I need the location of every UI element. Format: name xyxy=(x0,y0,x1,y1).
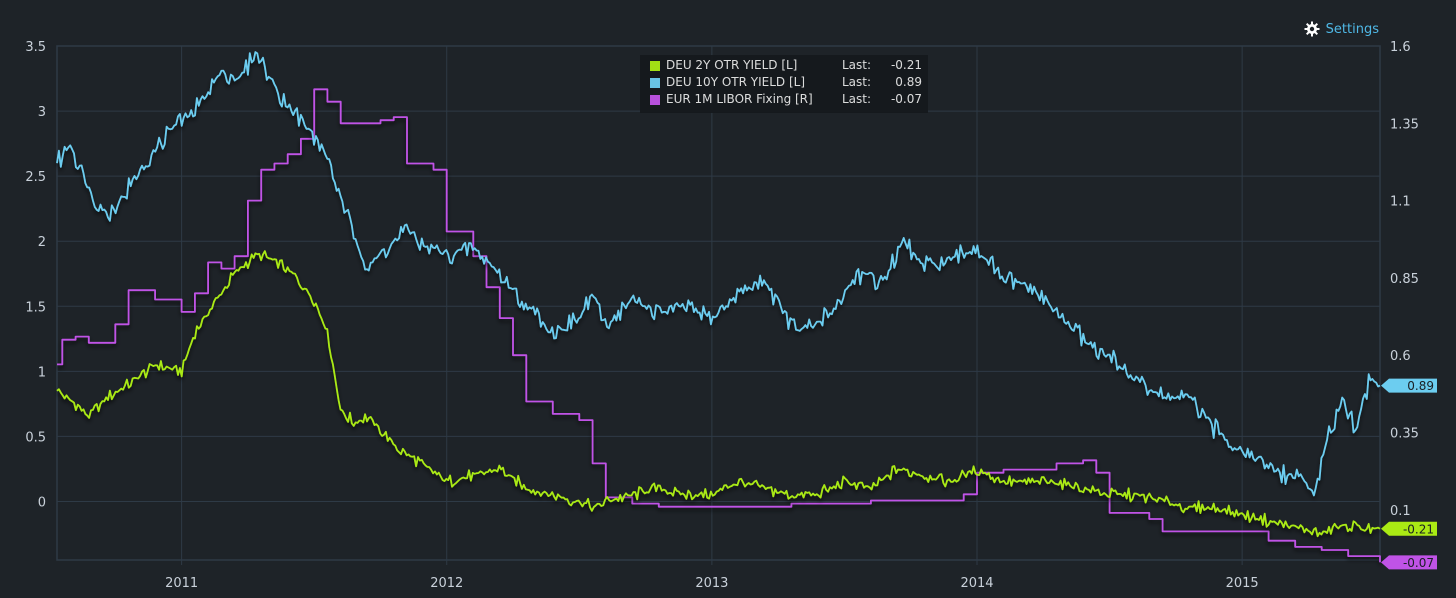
y-left-tick-label: 3.5 xyxy=(25,40,46,55)
legend-swatch xyxy=(650,78,660,88)
legend-series-name: DEU 2Y OTR YIELD [L] xyxy=(666,58,798,72)
y-left-tick-label: 1.5 xyxy=(25,300,46,315)
legend-swatch xyxy=(650,95,660,105)
y-right-tick-label: 1.35 xyxy=(1390,117,1419,132)
x-tick-label: 2011 xyxy=(165,576,198,591)
gear-icon xyxy=(1304,21,1320,37)
x-tick-label: 2015 xyxy=(1226,576,1259,591)
series-lines xyxy=(56,51,1381,563)
series-line-2 xyxy=(57,88,1381,563)
y-left-tick-label: 2 xyxy=(38,235,46,250)
legend-last-value: -0.21 xyxy=(890,58,922,72)
settings-label: Settings xyxy=(1325,21,1379,37)
y-right-tick-label: 1.6 xyxy=(1390,40,1411,55)
x-tick-label: 2014 xyxy=(960,576,993,591)
axes: 3.5 3 2.5 2 1.5 1 0.5 0 1.6 1.35 1.1 0.85 0.6 0.35 0.1… xyxy=(25,40,1419,591)
plot-area xyxy=(57,46,1380,560)
x-tick-label: 2012 xyxy=(430,576,463,591)
legend-last-value: -0.07 xyxy=(890,92,922,106)
y-right-tick-label: 0.1 xyxy=(1390,504,1411,519)
legend-last-value: 0.89 xyxy=(895,75,922,89)
legend-last-label: Last: xyxy=(842,92,872,106)
series-line-0 xyxy=(56,250,1381,538)
y-left-tick-label: 3 xyxy=(38,105,46,120)
gridlines xyxy=(56,45,1381,565)
end-label-text: -0.07 xyxy=(1403,556,1434,570)
legend-swatch xyxy=(650,61,660,71)
end-label-text: 0.89 xyxy=(1407,379,1434,393)
legend-series-name: EUR 1M LIBOR Fixing [R] xyxy=(666,92,813,106)
legend-last-label: Last: xyxy=(842,75,872,89)
x-tick-label: 2013 xyxy=(695,576,728,591)
end-label-flag xyxy=(1381,521,1437,536)
series-line-1 xyxy=(56,51,1381,497)
settings-button[interactable]: Settings xyxy=(1304,21,1379,37)
y-left-tick-label: 0 xyxy=(38,495,46,510)
y-right-tick-label: 0.6 xyxy=(1390,349,1411,364)
y-left-tick-label: 1 xyxy=(38,365,46,380)
legend-last-label: Last: xyxy=(842,58,872,72)
y-right-tick-label: 0.35 xyxy=(1390,426,1419,441)
y-left-tick-label: 0.5 xyxy=(25,430,46,445)
end-labels: 0.89 -0.21 -0.07 xyxy=(1381,378,1437,570)
legend-series-name: DEU 10Y OTR YIELD [L] xyxy=(666,75,806,89)
y-right-tick-label: 1.1 xyxy=(1390,195,1411,210)
y-left-tick-label: 2.5 xyxy=(25,170,46,185)
end-label-flag xyxy=(1381,555,1437,570)
end-label-text: -0.21 xyxy=(1403,522,1434,536)
legend: DEU 2Y OTR YIELD [L] Last: -0.21 DEU 10Y… xyxy=(640,55,928,113)
end-label-flag xyxy=(1381,378,1437,393)
y-right-tick-label: 0.85 xyxy=(1390,272,1419,287)
